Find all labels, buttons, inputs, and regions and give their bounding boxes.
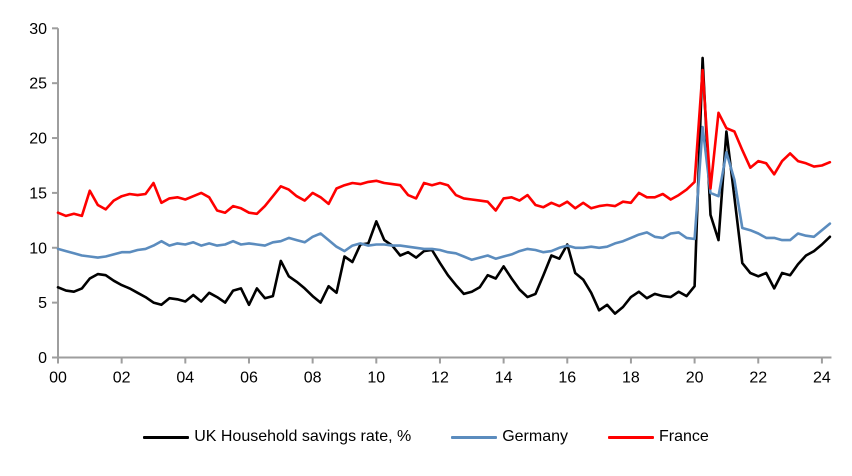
savings-chart: 0 5 10 15 20 25 30 00 02 04 06 08 10 12 14 16 18 20 22 24 xyxy=(29,21,832,387)
legend-label-germany: Germany xyxy=(502,428,568,445)
legend-label-uk: UK Household savings rate, % xyxy=(194,428,412,445)
x-tick-label: 24 xyxy=(813,370,831,387)
x-tick-label: 02 xyxy=(113,370,131,387)
legend-item-uk: UK Household savings rate, % xyxy=(143,428,411,446)
france-line-swatch-icon xyxy=(608,435,654,439)
chart-legend: UK Household savings rate, % Germany Fra… xyxy=(0,428,852,446)
x-tick-label: 00 xyxy=(49,370,67,387)
series-line-germany xyxy=(56,125,832,262)
x-tick-label: 18 xyxy=(622,370,640,387)
chart-plot-area: 0 5 10 15 20 25 30 00 02 04 06 08 10 12 14 16 18 20 22 24 xyxy=(29,21,832,387)
x-tick-label: 20 xyxy=(686,370,704,387)
x-tick-label: 12 xyxy=(431,370,449,387)
series-line-france xyxy=(56,68,832,218)
y-tick-label: 20 xyxy=(29,131,47,148)
series-line-uk xyxy=(56,56,832,315)
x-tick-label: 08 xyxy=(304,370,322,387)
y-tick-label: 25 xyxy=(29,76,47,93)
legend-item-france: France xyxy=(608,428,709,446)
x-tick-label: 16 xyxy=(558,370,576,387)
y-tick-label: 30 xyxy=(29,21,47,38)
legend-label-france: France xyxy=(659,428,709,445)
y-tick-label: 0 xyxy=(38,350,47,367)
x-tick-label: 10 xyxy=(367,370,385,387)
y-tick-label: 15 xyxy=(29,185,47,202)
x-tick-label: 06 xyxy=(240,370,258,387)
uk-line-swatch-icon xyxy=(143,435,190,439)
y-tick-label: 10 xyxy=(29,240,47,257)
x-tick-label: 22 xyxy=(749,370,767,387)
y-tick-label: 5 xyxy=(38,295,47,312)
legend-item-germany: Germany xyxy=(451,428,568,446)
x-tick-label: 04 xyxy=(176,370,194,387)
germany-line-swatch-icon xyxy=(451,435,498,439)
x-tick-label: 14 xyxy=(495,370,513,387)
